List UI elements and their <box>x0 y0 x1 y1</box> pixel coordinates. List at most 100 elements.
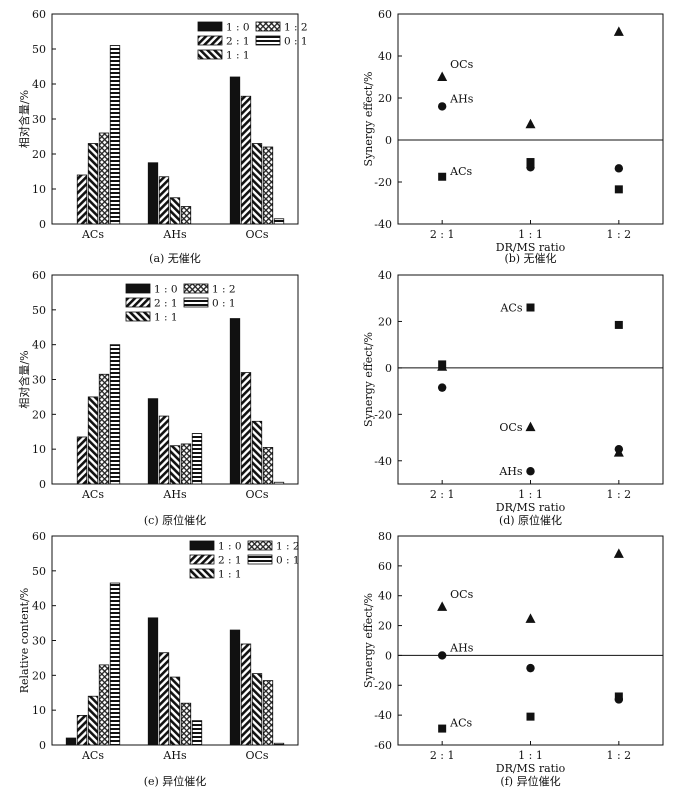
y-axis-label: Synergy effect/% <box>362 593 375 688</box>
y-tick-label: 0 <box>385 649 392 662</box>
point-OCs-2 <box>613 548 624 558</box>
y-tick-label: 20 <box>32 669 46 682</box>
series-label: AHs <box>449 641 474 654</box>
point-OCs-1 <box>525 421 536 432</box>
bar-1:0-AHs <box>147 617 159 746</box>
legend-swatch <box>247 540 273 551</box>
bar-2:1-AHs <box>158 176 170 225</box>
bar-1:0-ACs <box>65 737 77 746</box>
bar-0:1-ACs <box>109 45 121 225</box>
point-OCs-0 <box>437 601 448 611</box>
point-ACs-2 <box>614 320 623 329</box>
y-tick-label: 0 <box>385 134 392 147</box>
y-tick-label: 50 <box>32 43 46 56</box>
point-ACs-1 <box>526 712 535 721</box>
x-tick-label: 1 : 2 <box>606 228 631 241</box>
bar-1:1-AHs <box>169 676 181 746</box>
y-tick-label: 60 <box>378 8 392 21</box>
y-tick-label: 40 <box>378 50 392 63</box>
y-tick-label: 10 <box>32 704 46 717</box>
chart-panel-2: 0 10 20 30 40 50 60 相对含量/% (c) 原位催化 ACs AHs OCs 1 : … <box>17 269 299 527</box>
y-tick-label: 20 <box>378 92 392 105</box>
y-tick-label: 0 <box>39 739 46 752</box>
legend-label: 1 : 2 <box>212 284 236 296</box>
point-AHs-1 <box>526 663 535 673</box>
bar-1:0-OCs <box>229 629 241 746</box>
legend-label: 1 : 2 <box>284 22 308 34</box>
y-tick-label: 50 <box>32 304 46 317</box>
bar-0:1-ACs <box>109 344 121 485</box>
y-tick-label: 60 <box>32 8 46 21</box>
legend-swatch <box>183 283 209 294</box>
point-OCs-1 <box>525 613 536 623</box>
panel-caption: (e) 异位催化 <box>144 774 207 788</box>
x-tick-label: OCs <box>245 488 268 501</box>
legend-label: 2 : 1 <box>226 36 250 48</box>
legend-label: 1 : 0 <box>218 541 242 553</box>
legend-swatch <box>189 554 215 565</box>
x-tick-label: 2 : 1 <box>430 228 455 241</box>
bar-0:1-OCs <box>273 742 285 746</box>
x-tick-label: OCs <box>245 749 268 762</box>
legend-label: 2 : 1 <box>154 298 178 310</box>
chart-panel-3: -40 -20 0 20 40 Synergy effect/% (d) 原位催化 2 : 1… <box>362 269 664 527</box>
chart-panel-5: -60 -40 -20 0 20 40 60 80 Synergy effect/% (f) 异位… <box>362 530 664 788</box>
x-tick-label: 2 : 1 <box>430 488 455 501</box>
legend-label: 0 : 1 <box>276 555 300 567</box>
x-tick-label: AHs <box>162 749 187 762</box>
legend-swatch <box>125 297 151 308</box>
point-AHs-0 <box>437 383 447 392</box>
series-label: ACs <box>449 165 472 178</box>
legend: 1 : 0 1 : 2 2 : 1 0 : 1 1 : 1 <box>125 283 236 324</box>
bar-0:1-OCs <box>273 218 285 225</box>
y-tick-label: 30 <box>32 374 46 387</box>
bar-1:1-AHs <box>169 445 181 485</box>
point-OCs-0 <box>437 361 448 371</box>
bar-2:1-ACs <box>76 174 88 225</box>
x-tick-label: OCs <box>245 228 268 241</box>
y-axis-label: Synergy effect/% <box>362 72 375 167</box>
y-tick-label: 20 <box>378 315 392 328</box>
legend-swatch <box>255 35 281 46</box>
bar-1:1-OCs <box>251 143 263 225</box>
x-tick-label: 1 : 1 <box>518 488 543 501</box>
legend-label: 1 : 1 <box>218 569 242 581</box>
y-tick-label: -40 <box>374 709 392 722</box>
bar-1:1-ACs <box>87 396 99 485</box>
point-ACs-1 <box>526 303 535 312</box>
y-tick-label: 40 <box>32 78 46 91</box>
y-tick-label: 40 <box>32 339 46 352</box>
bar-1:2-OCs <box>262 146 274 225</box>
legend-label: 1 : 1 <box>226 50 250 62</box>
bar-2:1-ACs <box>76 714 88 746</box>
legend-swatch <box>125 311 151 322</box>
point-AHs-1 <box>526 163 535 172</box>
bar-1:2-ACs <box>98 664 110 746</box>
chart-panel-0: 0 10 20 30 40 50 60 相对含量/% (a) 无催化 ACs AHs OCs 1 : 0… <box>17 8 308 265</box>
x-tick-label: ACs <box>81 488 104 501</box>
bar-1:0-OCs <box>229 76 241 225</box>
panel-caption: (b) 无催化 <box>504 251 556 265</box>
series-label: ACs <box>449 717 472 730</box>
y-tick-label: 60 <box>32 269 46 282</box>
series-label: OCs <box>450 588 473 601</box>
legend-swatch <box>197 21 223 32</box>
x-tick-label: 1 : 2 <box>606 749 631 762</box>
point-AHs-0 <box>437 102 447 111</box>
x-tick-label: 1 : 1 <box>518 749 543 762</box>
x-tick-label: 1 : 1 <box>518 228 543 241</box>
y-tick-label: 20 <box>32 148 46 161</box>
y-tick-label: -60 <box>374 739 392 752</box>
legend: 1 : 0 1 : 2 2 : 1 0 : 1 1 : 1 <box>197 21 308 62</box>
legend-label: 1 : 1 <box>154 312 178 324</box>
x-axis-label: DR/MS ratio <box>496 241 566 254</box>
x-tick-label: 1 : 2 <box>606 488 631 501</box>
bar-2:1-AHs <box>158 415 170 485</box>
y-tick-label: 40 <box>32 600 46 613</box>
series-label: OCs <box>450 58 473 71</box>
bar-2:1-AHs <box>158 652 170 746</box>
y-tick-label: 10 <box>32 183 46 196</box>
y-axis-label: 相对含量/% <box>17 350 31 408</box>
legend-label: 1 : 0 <box>226 22 250 34</box>
